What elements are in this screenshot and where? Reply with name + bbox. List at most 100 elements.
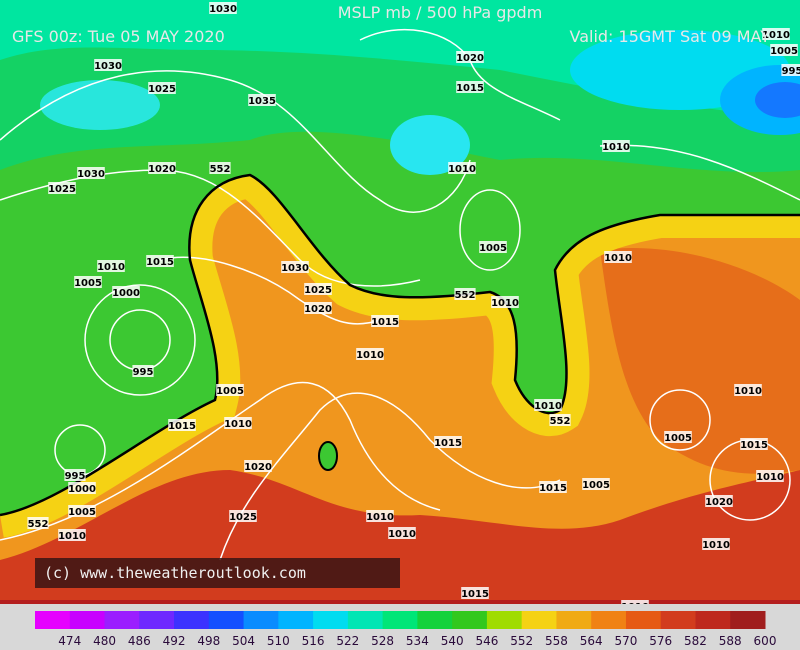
label-box (148, 82, 176, 94)
label-box (229, 510, 257, 522)
label-box (781, 64, 800, 76)
isobar-label: 1015 (168, 421, 196, 432)
colorbar-label: 582 (684, 634, 707, 648)
isobar-label: 1010 (702, 540, 730, 551)
colorbar-label: 600 (754, 634, 777, 648)
isobar-label: 995 (133, 367, 154, 378)
colorbar-label: 510 (267, 634, 290, 648)
colorbar-swatch (660, 611, 696, 629)
colorbar-swatch (208, 611, 245, 629)
map-title: MSLP mb / 500 hPa gpdm (338, 3, 543, 22)
colorbar-swatch (521, 611, 557, 629)
label-box (148, 162, 176, 174)
isobar-label: 1020 (244, 462, 272, 473)
label-box (366, 510, 394, 522)
isobar-label: 1000 (68, 484, 96, 495)
colorbar-swatch (278, 611, 314, 629)
colorbar-swatch (104, 611, 140, 629)
isobar-label: 1005 (770, 46, 798, 57)
label-box (168, 419, 196, 431)
label-box (64, 469, 86, 481)
colorbar-label: 516 (302, 634, 325, 648)
label-box (94, 59, 122, 71)
isobar-label: 1025 (148, 84, 176, 95)
isobar-label: 1005 (68, 507, 96, 518)
isobar-label: 1015 (461, 589, 489, 600)
cool-pocket (318, 441, 338, 471)
colorbar-swatch (452, 611, 488, 629)
colorbar-swatch (243, 611, 279, 629)
isobar-label: 1030 (281, 263, 309, 274)
label-box (762, 28, 790, 40)
contour-552 (0, 173, 800, 517)
label-box (461, 587, 489, 599)
colorbar-label: 540 (441, 634, 464, 648)
colorbar-swatch (486, 611, 523, 629)
copyright: (c) www.theweatheroutlook.com (44, 564, 306, 582)
colorbar-label: 504 (232, 634, 255, 648)
colorbar-label: 564 (580, 634, 603, 648)
label-box (146, 255, 174, 267)
colorbar-label: 552 (510, 634, 533, 648)
isobar-label: 1005 (74, 278, 102, 289)
isobar-label: 552 (28, 519, 49, 530)
isobar-label: 1005 (664, 433, 692, 444)
label-box (304, 283, 332, 295)
colorbar-swatch (382, 611, 418, 629)
isobar-label: 1010 (366, 512, 394, 523)
label-box (454, 288, 476, 300)
colorbar-label: 570 (614, 634, 637, 648)
isobar-label: 1020 (456, 53, 484, 64)
label-box (740, 438, 768, 450)
label-box (491, 296, 519, 308)
label-box (664, 431, 692, 443)
copyright-box (35, 558, 400, 588)
isobar-label: 1010 (224, 419, 252, 430)
label-box (248, 94, 276, 106)
isobar-label: 1015 (456, 83, 484, 94)
isobar-label: 1025 (229, 512, 257, 523)
colorbar-swatch (313, 611, 349, 629)
label-box (112, 286, 140, 298)
label-box (68, 482, 96, 494)
valid-time: Valid: 15GMT Sat 09 MAY (570, 27, 771, 46)
isobar-label: 1010 (448, 164, 476, 175)
label-box (549, 414, 571, 426)
label-box (224, 417, 252, 429)
label-box (356, 348, 384, 360)
label-box (448, 162, 476, 174)
isobar-label: 1015 (434, 438, 462, 449)
label-box (209, 2, 237, 14)
isobar-label: 1010 (58, 531, 86, 542)
isobar-label: 1010 (97, 262, 125, 273)
colorbar-swatch (35, 611, 71, 629)
isobar-label: 1010 (734, 386, 762, 397)
cold-region (0, 0, 800, 120)
colorbar-label: 534 (406, 634, 429, 648)
label-box (734, 384, 762, 396)
isobar-label: 1015 (539, 483, 567, 494)
colorbar-label: 492 (163, 634, 186, 648)
cold-pool (755, 82, 800, 118)
colorbar-label: 546 (475, 634, 498, 648)
isobar-label: 1015 (371, 317, 399, 328)
label-box (434, 436, 462, 448)
label-box (97, 260, 125, 272)
isobar-label: 1010 (388, 529, 416, 540)
colorbar-swatch (591, 611, 627, 629)
colorbar-swatch (417, 611, 453, 629)
isobar-label: 1010 (604, 253, 632, 264)
label-box (371, 315, 399, 327)
isobar-label: 1000 (112, 288, 140, 299)
isobar-label: 1025 (48, 184, 76, 195)
colorbar-label: 480 (93, 634, 116, 648)
label-box (770, 44, 798, 56)
colorbar-swatch (347, 611, 384, 629)
isobar-label: 1010 (756, 472, 784, 483)
isobar-label: 1005 (582, 480, 610, 491)
isobar-label: 1030 (94, 61, 122, 72)
label-box (74, 276, 102, 288)
isobar-label: 1020 (304, 304, 332, 315)
label-box (756, 470, 784, 482)
